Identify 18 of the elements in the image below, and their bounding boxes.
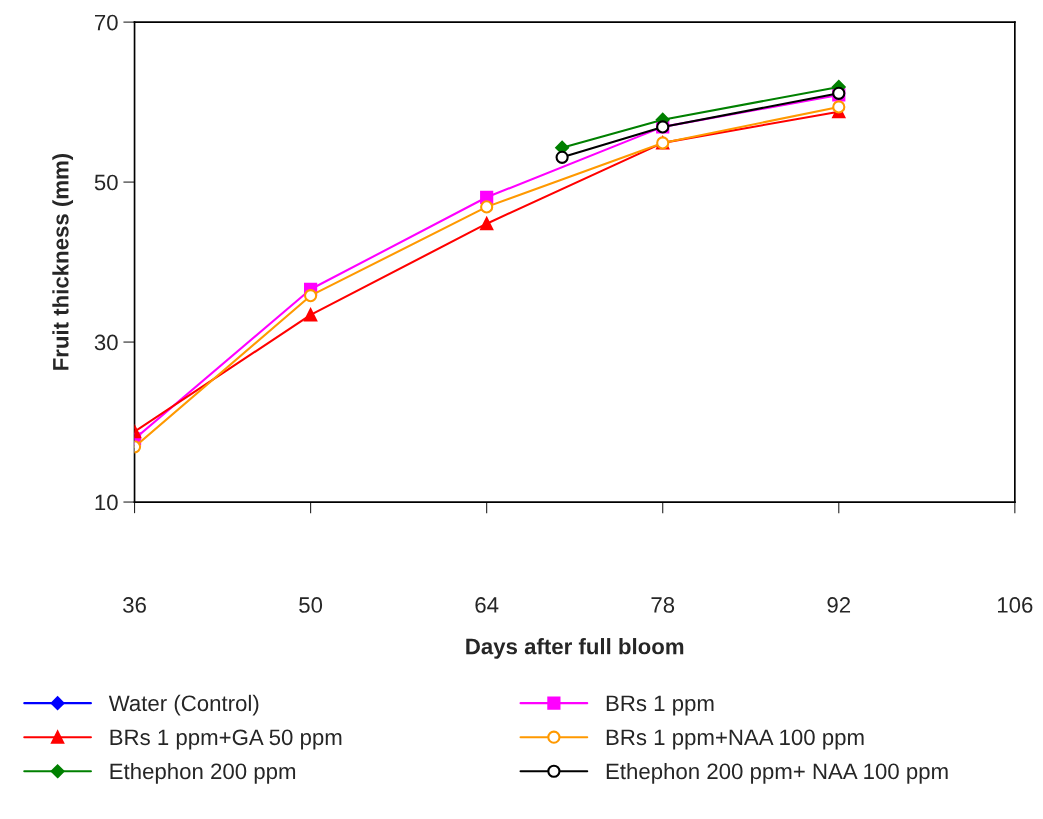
x-tick-label: 64 bbox=[475, 597, 499, 613]
legend-label: BRs 1 ppm bbox=[606, 695, 714, 716]
y-tick-label: 50 bbox=[94, 174, 118, 191]
legend-label: BRs 1 ppm+GA 50 ppm bbox=[110, 729, 342, 750]
x-tick-label: 36 bbox=[123, 597, 146, 613]
y-tick-label: 10 bbox=[95, 494, 118, 511]
x-tick-label: 106 bbox=[998, 597, 1033, 613]
x-tick-label: 78 bbox=[651, 597, 675, 613]
x-tick-label: 92 bbox=[827, 597, 851, 613]
x-axis-title: Days after full bloom bbox=[466, 638, 684, 659]
x-tick-label: 50 bbox=[299, 597, 323, 613]
legend-label: Ethephon 200 ppm bbox=[110, 762, 296, 784]
y-tick-label: 30 bbox=[94, 334, 118, 351]
legend-label: Water (Control) bbox=[108, 694, 259, 716]
y-tick-label: 70 bbox=[95, 14, 118, 31]
legend-label: Ethephon 200 ppm+ NAA 100 ppm bbox=[606, 762, 948, 784]
legend-label: BRs 1 ppm+NAA 100 ppm bbox=[606, 729, 864, 750]
y-axis-title: Fruit thickness (mm) bbox=[52, 153, 74, 370]
